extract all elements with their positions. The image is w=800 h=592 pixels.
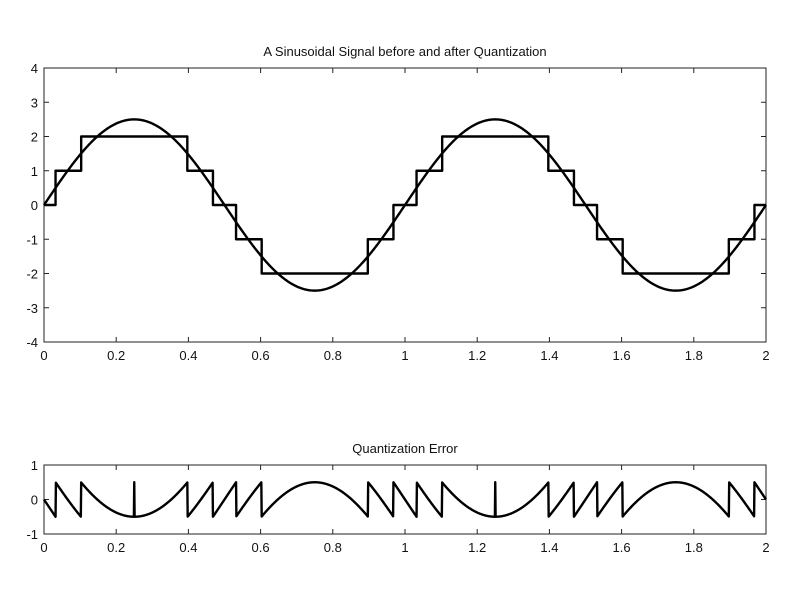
y-tick-label: -3 [26, 301, 38, 316]
x-tick-label: 0.4 [179, 540, 197, 555]
x-tick-label: 1.8 [685, 540, 703, 555]
x-tick-label: 1.4 [540, 348, 558, 363]
signal-plot-title: A Sinusoidal Signal before and after Qua… [263, 44, 546, 59]
signal-plot-ticks [43, 67, 767, 343]
error-plot-y-tick-labels: 1 0 -1 [26, 458, 38, 542]
x-tick-label: 1 [401, 540, 408, 555]
y-tick-label: 1 [31, 164, 38, 179]
y-tick-label: 1 [31, 458, 38, 473]
x-tick-label: 0.8 [324, 540, 342, 555]
error-plot: Quantization Error 0 0.2 0.4 0.6 0.8 1 1… [26, 441, 769, 555]
x-tick-label: 1.2 [468, 540, 486, 555]
y-tick-label: 2 [31, 130, 38, 145]
signal-plot-x-tick-labels: 0 0.2 0.4 0.6 0.8 1 1.2 1.4 1.6 1.8 2 [40, 348, 769, 363]
y-tick-label: 0 [31, 493, 38, 508]
y-tick-label: 3 [31, 95, 38, 110]
x-tick-label: 1 [401, 348, 408, 363]
x-tick-label: 1.4 [540, 540, 558, 555]
y-tick-label: -2 [26, 267, 38, 282]
x-tick-label: 1.6 [613, 348, 631, 363]
x-tick-label: 0.8 [324, 348, 342, 363]
x-tick-label: 0.2 [107, 348, 125, 363]
x-tick-label: 0.2 [107, 540, 125, 555]
y-tick-label: -1 [26, 527, 38, 542]
signal-plot-y-tick-labels: 4 3 2 1 0 -1 -2 -3 -4 [26, 61, 38, 350]
y-tick-label: 4 [31, 61, 38, 76]
x-tick-label: 0.6 [252, 540, 270, 555]
error-plot-title: Quantization Error [352, 441, 458, 456]
x-tick-label: 2 [762, 348, 769, 363]
x-tick-label: 2 [762, 540, 769, 555]
x-tick-label: 1.6 [613, 540, 631, 555]
error-plot-x-tick-labels: 0 0.2 0.4 0.6 0.8 1 1.2 1.4 1.6 1.8 2 [40, 540, 769, 555]
x-tick-label: 0.6 [252, 348, 270, 363]
y-tick-label: 0 [31, 198, 38, 213]
x-tick-label: 0 [40, 348, 47, 363]
x-tick-label: 1.8 [685, 348, 703, 363]
error-series-line [43, 481, 767, 518]
signal-plot: A Sinusoidal Signal before and after Qua… [26, 44, 769, 363]
x-tick-label: 0 [40, 540, 47, 555]
y-tick-label: -1 [26, 232, 38, 247]
x-tick-label: 1.2 [468, 348, 486, 363]
x-tick-label: 0.4 [179, 348, 197, 363]
y-tick-label: -4 [26, 335, 38, 350]
error-plot-ticks [43, 464, 767, 535]
quantized-series-line [44, 135, 766, 275]
